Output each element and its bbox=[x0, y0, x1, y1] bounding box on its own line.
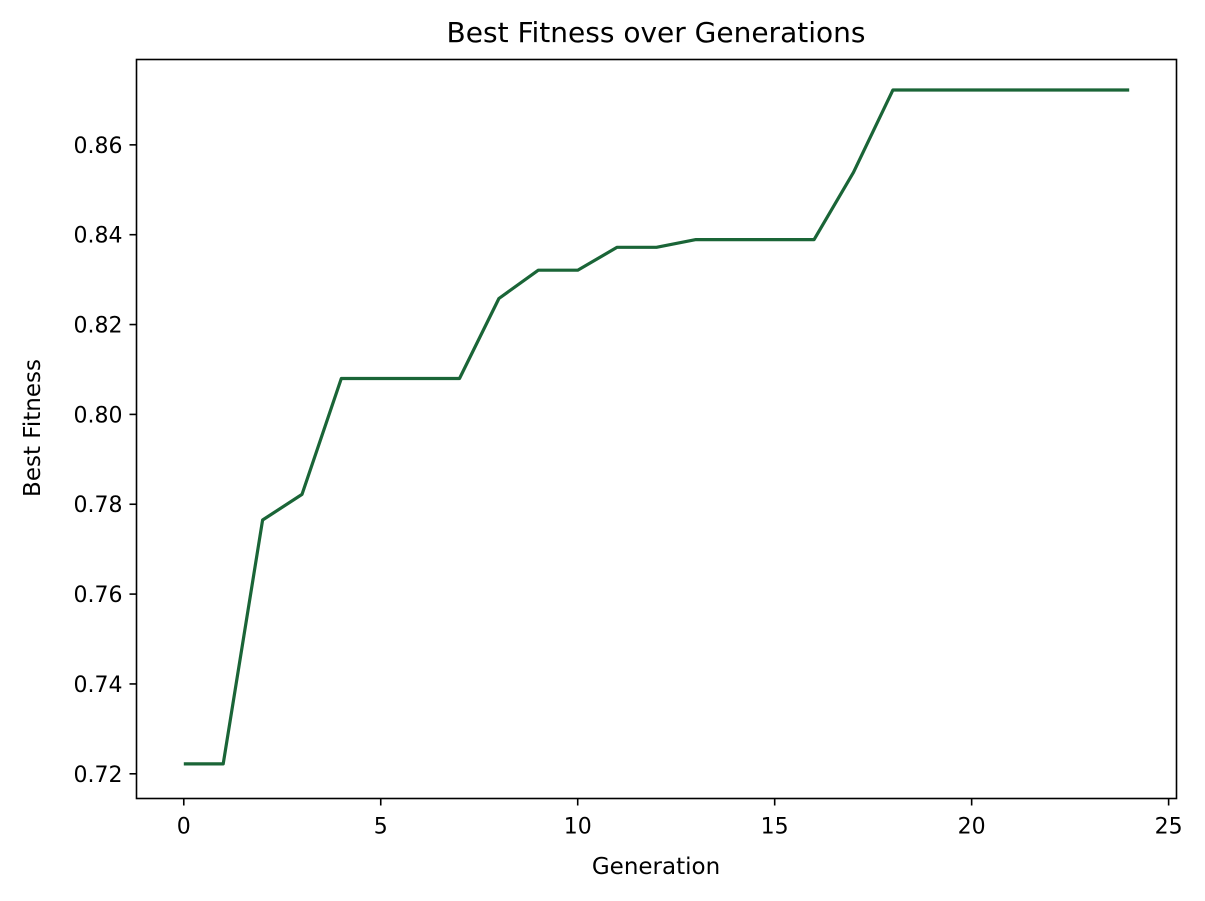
y-axis-ticks: 0.72 0.74 0.76 0.78 0.80 0.82 0.84 0.86 bbox=[74, 134, 137, 788]
x-tick-label: 15 bbox=[761, 815, 789, 840]
x-axis-label: Generation bbox=[592, 854, 720, 880]
y-tick-label: 0.80 bbox=[74, 403, 123, 428]
chart-title: Best Fitness over Generations bbox=[447, 16, 866, 49]
series-line-0 bbox=[183, 88, 1130, 766]
series-layer bbox=[183, 88, 1130, 766]
y-tick-label: 0.82 bbox=[74, 314, 123, 339]
x-tick-label: 25 bbox=[1155, 815, 1183, 840]
y-tick-label: 0.76 bbox=[74, 583, 123, 608]
x-tick-label: 0 bbox=[177, 815, 191, 840]
y-tick-label: 0.78 bbox=[74, 493, 123, 518]
y-axis-label: Best Fitness bbox=[20, 359, 46, 497]
plot-frame bbox=[135, 58, 1178, 800]
x-tick-label: 20 bbox=[958, 815, 986, 840]
y-tick-label: 0.86 bbox=[74, 134, 123, 159]
y-tick-label: 0.84 bbox=[74, 224, 123, 249]
x-tick-label: 5 bbox=[374, 815, 388, 840]
y-tick-label: 0.72 bbox=[74, 763, 123, 788]
x-tick-label: 10 bbox=[564, 815, 592, 840]
plot-area: 0 5 10 15 20 25 0.720.740.760.780.800.820.840… bbox=[74, 58, 1183, 840]
x-axis-ticks: 0 5 10 15 20 25 bbox=[177, 798, 1183, 840]
y-tick-label: 0.74 bbox=[74, 673, 123, 698]
